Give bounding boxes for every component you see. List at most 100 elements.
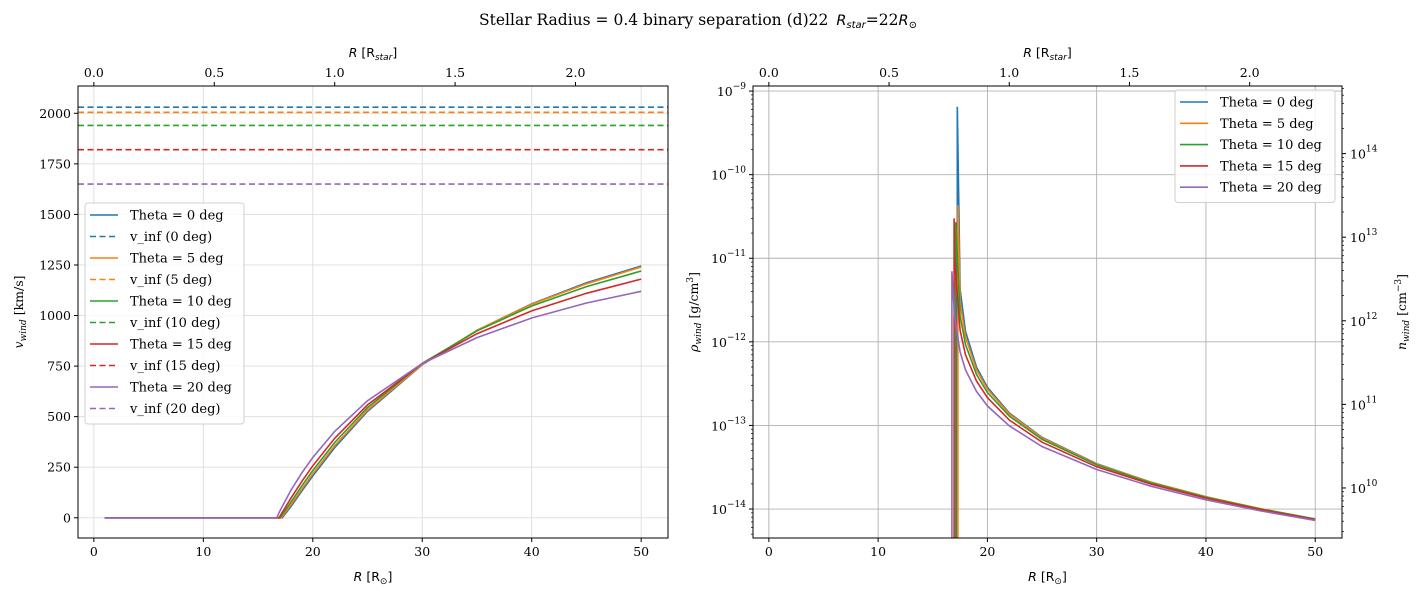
tick-base: 10: [1350, 230, 1366, 245]
y-tick-label: 1250: [39, 257, 71, 272]
label-subscript: ⊙: [1054, 577, 1062, 587]
right-y-tick-label: 1014: [1350, 145, 1378, 162]
x-tick-label: 0: [765, 544, 773, 559]
legend-label: Theta = 15 deg: [130, 338, 232, 353]
tick-exponent: −11: [727, 249, 746, 259]
legend: Theta = 0 deg Theta = 5 deg Theta = 10 deg…: [1174, 89, 1336, 203]
x-tick-label: 40: [1198, 544, 1214, 559]
x-tick-label: 30: [1089, 544, 1105, 559]
y-tick-label: 750: [47, 359, 71, 374]
label-symbol: R: [349, 45, 358, 60]
right-y-tick-label: 1011: [1350, 395, 1377, 412]
x-tick-label: 50: [1307, 544, 1323, 559]
top-x-axis-label: R [Rstar]: [1023, 45, 1072, 63]
series-line-theta-15-deg: [104, 278, 642, 519]
y-tick-label: 250: [47, 460, 71, 475]
x-tick-label: 10: [195, 544, 211, 559]
legend-label: Theta = 5 deg: [1220, 117, 1314, 132]
legend-label: Theta = 15 deg: [1220, 159, 1322, 174]
label-unit: [km/s]: [11, 275, 26, 315]
top-x-tick-label: 1.5: [445, 65, 465, 80]
x-tick-label: 50: [633, 544, 649, 559]
y-tick-label: 2000: [39, 106, 71, 121]
label-superscript: −3: [1394, 279, 1404, 293]
tick-base: 10: [711, 168, 727, 183]
tick-base: 10: [711, 502, 727, 517]
legend-item: Theta = 5 deg: [1180, 117, 1314, 132]
legend-label: v_inf (15 deg): [129, 359, 220, 374]
legend-item: v_inf (5 deg): [90, 273, 212, 288]
label-close: ]: [1067, 45, 1072, 60]
top-x-tick-label: 1.0: [999, 65, 1019, 80]
label-symbol: ρ: [686, 344, 701, 353]
legend-item: Theta = 20 deg: [90, 381, 232, 396]
tick-exponent: 11: [1366, 395, 1377, 405]
x-tick-label: 20: [979, 544, 995, 559]
y-tick-label: 10−11: [711, 249, 746, 266]
right-y-tick-label: 1012: [1350, 312, 1377, 329]
x-tick-label: 10: [870, 544, 886, 559]
label-symbol: v: [11, 341, 26, 348]
label-subscript: ⊙: [380, 577, 388, 587]
y-tick-label: 10−10: [711, 166, 746, 183]
label-unit: [g/cm: [686, 282, 701, 318]
tick-exponent: −13: [727, 416, 746, 426]
legend-item: v_inf (15 deg): [90, 359, 220, 374]
label-subscript: wind: [19, 319, 29, 341]
legend-label: Theta = 20 deg: [1220, 181, 1322, 196]
y-axis-label: ρwind [g/cm3]: [686, 272, 704, 353]
y-tick-label: 1500: [39, 207, 71, 222]
label-unit: [cm: [1394, 292, 1409, 316]
label-close: ]: [392, 45, 397, 60]
tick-exponent: −14: [727, 500, 746, 510]
legend-label: Theta = 20 deg: [130, 381, 232, 396]
label-subscript: wind: [694, 322, 704, 344]
legend-item: Theta = 10 deg: [1180, 138, 1322, 153]
label-symbol: R: [1028, 569, 1037, 584]
y-tick-label: 10−9: [717, 82, 746, 99]
tick-exponent: −12: [727, 333, 746, 343]
tick-base: 10: [1350, 397, 1366, 412]
top-x-tick-label: 0.5: [879, 65, 899, 80]
legend-item: Theta = 10 deg: [90, 295, 232, 310]
legend-item: Theta = 15 deg: [1180, 159, 1322, 174]
legend-item: v_inf (20 deg): [90, 402, 220, 417]
right-y-tick-label: 1010: [1350, 479, 1378, 496]
tick-exponent: 14: [1366, 145, 1378, 155]
series-group: [951, 106, 1316, 538]
y-tick-label: 1750: [39, 156, 71, 171]
label-unit: [R: [1036, 45, 1050, 60]
top-x-tick-label: 1.0: [325, 65, 345, 80]
legend-label: Theta = 10 deg: [130, 295, 232, 310]
y-tick-label: 500: [47, 409, 71, 424]
x-tick-label: 0: [90, 544, 98, 559]
axes-frame: [752, 85, 1343, 539]
y-tick-label: 1000: [39, 308, 71, 323]
legend-label: v_inf (20 deg): [129, 402, 220, 417]
label-close: ]: [387, 569, 392, 584]
tick-base: 10: [1350, 147, 1366, 162]
tick-base: 10: [711, 335, 727, 350]
top-x-tick-label: 2.0: [566, 65, 586, 80]
label-unit: [R: [366, 569, 380, 584]
legend-box: [84, 202, 245, 425]
x-tick-label: 40: [524, 544, 540, 559]
series-line-theta-20-deg: [104, 290, 642, 519]
series-line-theta-20-deg: [951, 271, 1316, 538]
legend-item: Theta = 5 deg: [90, 252, 224, 267]
label-close: ]: [1394, 274, 1409, 279]
tick-base: 10: [1350, 481, 1366, 496]
legend-label: Theta = 10 deg: [1220, 138, 1322, 153]
legend-label: v_inf (0 deg): [129, 230, 212, 245]
y-tick-label: 10−12: [711, 333, 746, 350]
axes-frame: [77, 85, 669, 539]
y-tick-label: 0: [63, 510, 71, 525]
x-axis-label: R [R⊙]: [1028, 569, 1067, 587]
legend-box: [1174, 89, 1336, 203]
label-symbol: n: [1394, 342, 1409, 350]
label-superscript: 3: [686, 277, 696, 283]
figure-title: Stellar Radius = 0.4 binary separation (…: [479, 11, 917, 31]
right-y-axis-label: nwind [cm−3]: [1394, 274, 1412, 350]
legend-label: v_inf (5 deg): [129, 273, 212, 288]
